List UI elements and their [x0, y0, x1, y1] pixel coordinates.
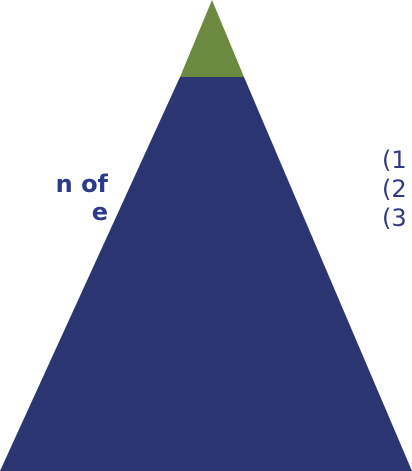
left-label-line-2: e	[91, 198, 108, 226]
right-list-item-2: (2	[382, 175, 407, 203]
pyramid-body	[0, 77, 412, 471]
pyramid-apex	[180, 0, 244, 77]
right-list-item-3: (3	[382, 204, 407, 232]
left-cropped-label: n of e	[0, 160, 108, 240]
right-list-item-1: (1	[382, 146, 407, 174]
left-label-line-1: n of	[55, 170, 108, 198]
right-cropped-list: (1 (2 (3	[382, 146, 412, 266]
